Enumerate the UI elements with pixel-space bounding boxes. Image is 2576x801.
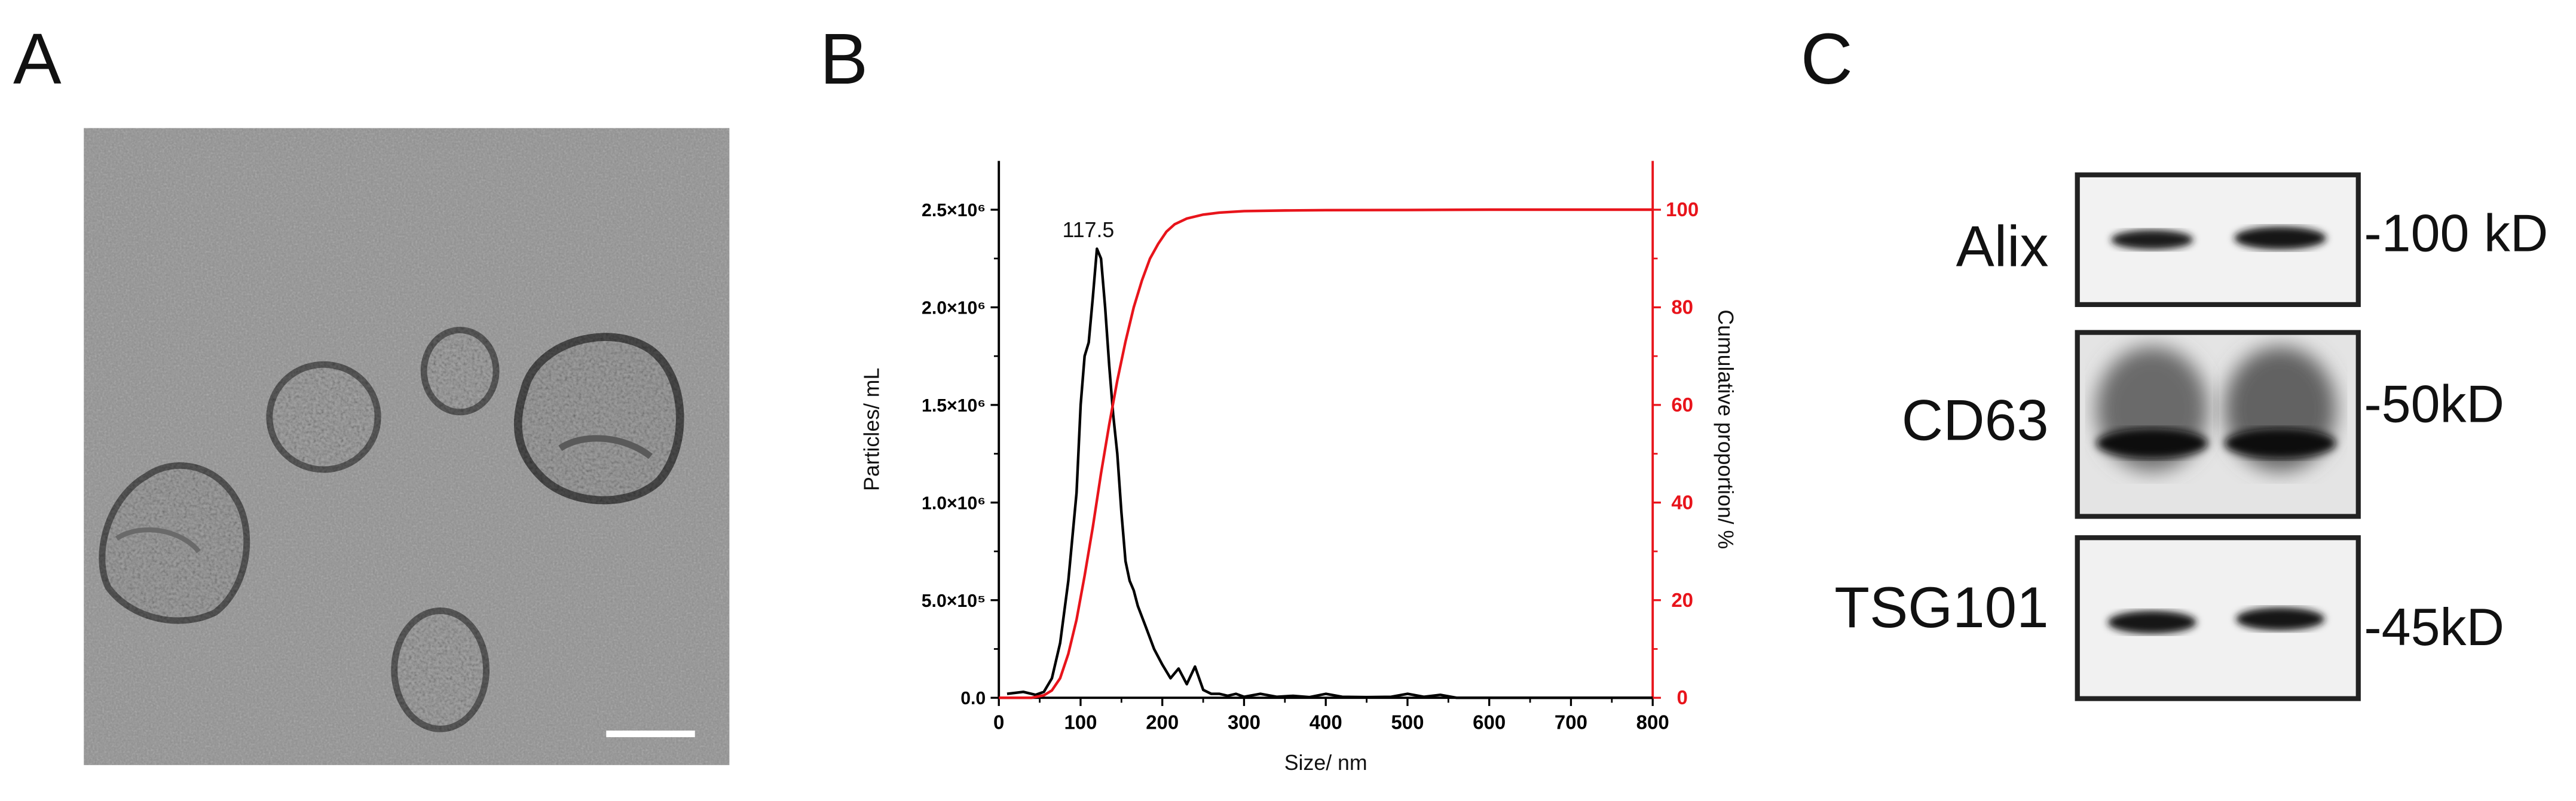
y2-tick-label: 40 <box>1671 491 1693 513</box>
cumulative-series-line <box>999 208 1653 699</box>
protein-label-tsg101: TSG101 <box>1834 576 2049 640</box>
x-tick-label: 200 <box>1146 711 1179 733</box>
band <box>2111 229 2193 250</box>
band <box>2234 226 2327 250</box>
x-tick-label: 600 <box>1473 711 1506 733</box>
y2-tick-label: 60 <box>1671 394 1693 416</box>
particle-series-line <box>1006 247 1653 699</box>
y2-tick-label: 0 <box>1676 686 1687 708</box>
x-tick-label: 300 <box>1228 711 1261 733</box>
y2-tick-label: 80 <box>1671 296 1693 318</box>
protein-label-alix: Alix <box>1956 215 2049 280</box>
y-axis-label: Particles/ mL <box>860 368 884 491</box>
y2-tick-label: 20 <box>1671 589 1693 611</box>
y-tick-label: 1.5×10⁶ <box>922 396 986 416</box>
x-axis-label: Size/ nm <box>1284 751 1367 775</box>
protein-label-cd63: CD63 <box>1901 389 2049 453</box>
panel-label-a: A <box>13 19 62 100</box>
vesicle <box>266 361 381 473</box>
y-tick-label: 2.0×10⁶ <box>922 299 986 318</box>
marker-label-100kd: -100 kD <box>2364 203 2549 263</box>
vesicle <box>513 333 684 505</box>
panel-label-b: B <box>819 19 868 100</box>
panel-label-c: C <box>1800 19 1853 100</box>
blot-cd63 <box>2075 330 2361 519</box>
band <box>2107 610 2197 634</box>
blot-tsg101 <box>2075 535 2361 701</box>
y2-tick-label: 100 <box>1666 198 1699 220</box>
marker-label-45kd: -45kD <box>2364 597 2505 657</box>
x-tick-label: 800 <box>1636 711 1669 733</box>
y-tick-label: 5.0×10⁵ <box>922 591 986 611</box>
blot-alix <box>2075 172 2361 308</box>
vesicle <box>420 326 500 416</box>
x-tick-label: 700 <box>1555 711 1587 733</box>
y-tick-label: 0.0 <box>960 689 986 708</box>
marker-label-50kd: -50kD <box>2364 374 2505 434</box>
y2-axis-label: Cumulative proportion/ % <box>1714 309 1737 549</box>
x-tick-label: 500 <box>1391 711 1424 733</box>
x-tick-label: 0 <box>993 711 1004 733</box>
y-tick-label: 1.0×10⁶ <box>922 493 986 513</box>
band <box>2224 428 2336 458</box>
band <box>2235 607 2325 631</box>
vesicle <box>99 462 250 624</box>
peak-annotation: 117.5 <box>1063 218 1115 242</box>
size-distribution-chart: 0 100 200 300 400 500 600 700 8000.05.0×10⁵1.0×1… <box>860 161 1737 775</box>
band <box>2096 428 2208 458</box>
x-tick-label: 100 <box>1064 711 1097 733</box>
vesicle <box>391 607 490 732</box>
x-tick-label: 400 <box>1310 711 1342 733</box>
y-tick-label: 2.5×10⁶ <box>922 201 986 220</box>
tem-micrograph <box>84 128 730 765</box>
